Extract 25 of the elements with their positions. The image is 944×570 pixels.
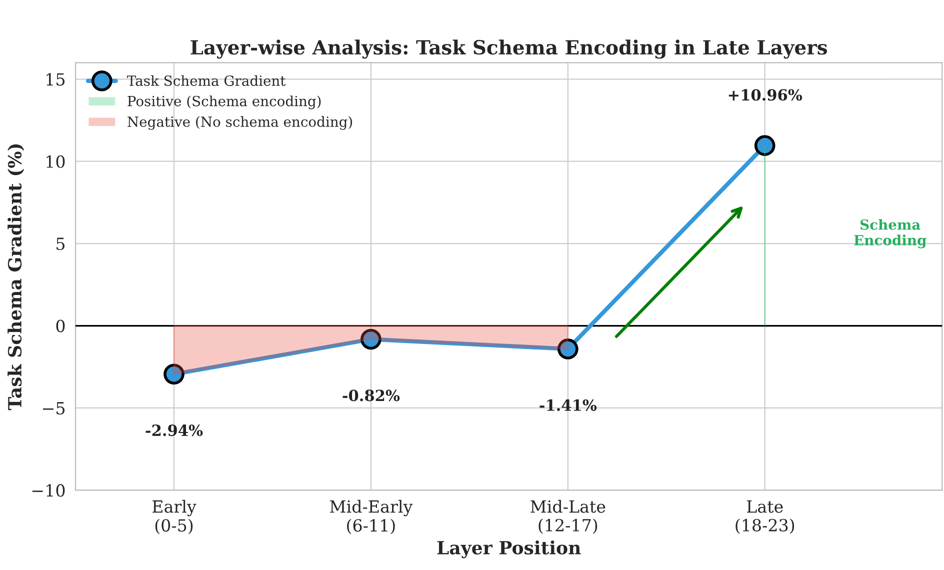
legend-label: Task Schema Gradient xyxy=(127,75,286,86)
x-tick-label: Mid-Late (12-17) xyxy=(530,500,606,534)
y-tick-label: 5 xyxy=(56,238,65,250)
y-tick-label: 0 xyxy=(56,320,65,332)
data-label: +10.96% xyxy=(728,89,802,101)
point xyxy=(164,364,184,385)
data-label: -0.82% xyxy=(342,390,400,402)
x-tick-label: Early (0-5) xyxy=(152,500,196,534)
data-label: -1.41% xyxy=(540,399,597,411)
point xyxy=(754,135,776,156)
annotation: Schema Encoding xyxy=(854,219,926,248)
data-label: -2.94% xyxy=(146,424,203,436)
y-tick-label: −10 xyxy=(32,484,65,497)
y-tick-label: 10 xyxy=(46,155,65,168)
y-tick-label: −5 xyxy=(42,402,65,415)
x-axis-title: Layer Position xyxy=(437,540,581,558)
x-tick-label: Late (18-23) xyxy=(736,500,794,534)
chart-title: Layer-wise Analysis: Task Schema Encoding in Late Layers xyxy=(190,40,828,59)
point xyxy=(360,328,382,350)
point xyxy=(557,338,578,360)
legend-label: Negative (No schema encoding) xyxy=(128,116,352,130)
y-axis-title: Task Schema Gradient (%) xyxy=(8,144,24,410)
legend-label: Positive (Schema encoding) xyxy=(128,96,321,110)
x-tick-label: Mid-Early (6-11) xyxy=(330,500,413,534)
y-tick-label: 15 xyxy=(46,73,65,86)
